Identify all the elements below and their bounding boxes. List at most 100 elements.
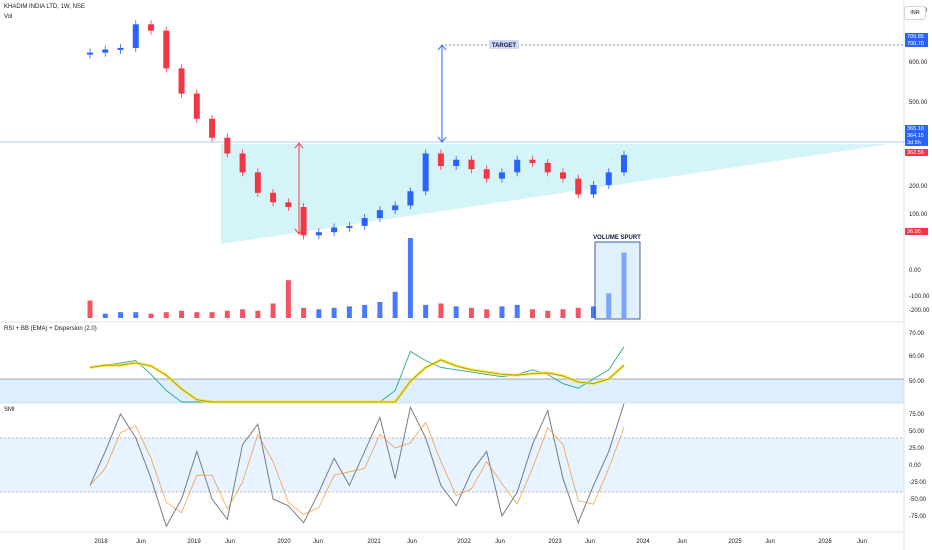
volume-bar (346, 306, 352, 318)
price-candle (178, 68, 185, 94)
smi-tick-label: 50.00 (909, 429, 925, 435)
time-tick-label: 2020 (277, 539, 291, 545)
price-candle (239, 153, 246, 173)
volume-bar (453, 306, 459, 318)
price-candle (376, 210, 383, 219)
volume-bar (529, 309, 535, 318)
smi-tick-label: -75.00 (909, 514, 927, 520)
rsi-band (0, 379, 904, 403)
rsi-tick-label: 60.00 (909, 354, 925, 360)
volume-bar (484, 309, 490, 318)
volume-bar (423, 304, 429, 318)
price-tick-label: 600.00 (909, 60, 928, 66)
price-candle (148, 24, 155, 31)
price-candle (163, 30, 170, 69)
smi-tick-label: 0.00 (909, 463, 921, 469)
price-candle (346, 225, 353, 228)
volume-bar (133, 312, 139, 318)
price-tag-label: 709.85 (907, 34, 924, 40)
price-candle (102, 49, 109, 53)
pattern-height-arrow (294, 142, 304, 235)
price-candle (132, 24, 139, 48)
volume-bar (575, 307, 581, 318)
smi-tick-label: 75.00 (909, 412, 925, 418)
price-candle (483, 169, 490, 179)
symbol-title[interactable]: KHADIM INDIA LTD, 1W, NSE (4, 4, 85, 10)
price-candle (392, 205, 399, 211)
price-tag-label: 364.15 (907, 133, 924, 139)
price-candle (544, 162, 551, 173)
volume-bar (209, 312, 215, 318)
volume-bar (240, 309, 246, 318)
volume-series (87, 238, 627, 318)
price-candle (621, 155, 627, 173)
smi-tick-label: -50.00 (909, 497, 927, 503)
volume-bar (316, 309, 322, 318)
volume-label[interactable]: Vol (4, 14, 13, 20)
price-tag-label: 365.10 (907, 126, 924, 132)
smi-signal-line (89, 421, 625, 515)
price-candle (224, 137, 231, 154)
volume-bar (590, 306, 596, 318)
price-tick-label: 500.00 (909, 100, 928, 106)
smi-line (89, 403, 625, 528)
volume-bar (407, 238, 413, 318)
volume-bar (87, 300, 93, 318)
price-tag (905, 40, 928, 47)
smi-tick-label: 25.00 (909, 446, 925, 452)
rsi-label[interactable]: RSI + BB (EMA) + Dispersion (2.0) (4, 326, 97, 332)
price-candle (590, 184, 597, 195)
rsi-tick-label: 70.00 (909, 331, 925, 337)
price-candle (514, 159, 521, 173)
price-candle (453, 159, 460, 167)
price-candle (422, 153, 429, 192)
price-candle (575, 178, 582, 195)
volume-bar (606, 293, 612, 318)
price-candle (254, 172, 261, 193)
price-candle (605, 172, 612, 185)
price-candle (437, 153, 444, 167)
price-tag (905, 132, 928, 139)
time-axis[interactable]: 2018 Jun 2019 Jun 2020 Jun 2021 Jun 2022 Jun 2023 J… (94, 539, 867, 545)
time-tick-label: 2023 (548, 539, 562, 545)
price-tag (905, 228, 928, 235)
time-tick-label: Jun (136, 539, 146, 545)
volume-bar (270, 303, 276, 318)
price-tick-label: 200.00 (909, 184, 928, 190)
triangle-pattern (221, 144, 890, 244)
volume-bar (194, 312, 200, 318)
time-tick-label: 2026 (818, 539, 832, 545)
volume-bar (392, 291, 398, 318)
price-candle (559, 172, 566, 179)
price-tick-label: 0.00 (909, 268, 921, 274)
volume-bar (148, 313, 154, 318)
rsi-axis[interactable]: 70.00 60.00 50.00 (909, 331, 925, 385)
price-tick-label: -200.00 (909, 308, 930, 314)
volume-bar (514, 304, 520, 318)
volume-bar (545, 310, 551, 318)
price-axis[interactable]: 800.00600.00500.00400.00200.00100.000.00… (909, 8, 930, 314)
price-tag-label: 362.55 (907, 150, 924, 156)
smi-label[interactable]: SMI (4, 407, 15, 413)
smi-band (0, 438, 904, 492)
time-tick-label: Jun (765, 539, 775, 545)
volume-bar (224, 310, 230, 318)
rsi-tick-label: 50.00 (909, 379, 925, 385)
price-candle (117, 47, 124, 50)
rsi-basis-line (89, 359, 625, 403)
volume-bar (255, 310, 261, 318)
volume-bar (301, 307, 307, 318)
smi-axis[interactable]: 75.00 50.00 25.00 0.00 -25.00 -50.00 -75.00 (909, 412, 927, 520)
price-tag-label: 3d 5h (907, 140, 921, 146)
volume-bar (438, 303, 444, 318)
time-tick-label: Jun (857, 539, 867, 545)
volume-bar (468, 307, 474, 318)
price-candle (315, 232, 322, 236)
price-candle (407, 191, 414, 206)
volume-spurt-label: VOLUME SPURT (593, 235, 641, 241)
price-tick-label: 100.00 (909, 212, 928, 218)
currency-badge[interactable]: INR (904, 6, 926, 20)
time-tick-label: Jun (313, 539, 323, 545)
volume-bar (163, 312, 169, 318)
